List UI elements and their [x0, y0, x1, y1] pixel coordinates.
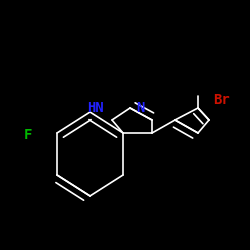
- Text: HN: HN: [87, 101, 104, 115]
- Text: N: N: [136, 101, 144, 115]
- Text: Br: Br: [214, 93, 230, 107]
- Text: F: F: [24, 128, 32, 142]
